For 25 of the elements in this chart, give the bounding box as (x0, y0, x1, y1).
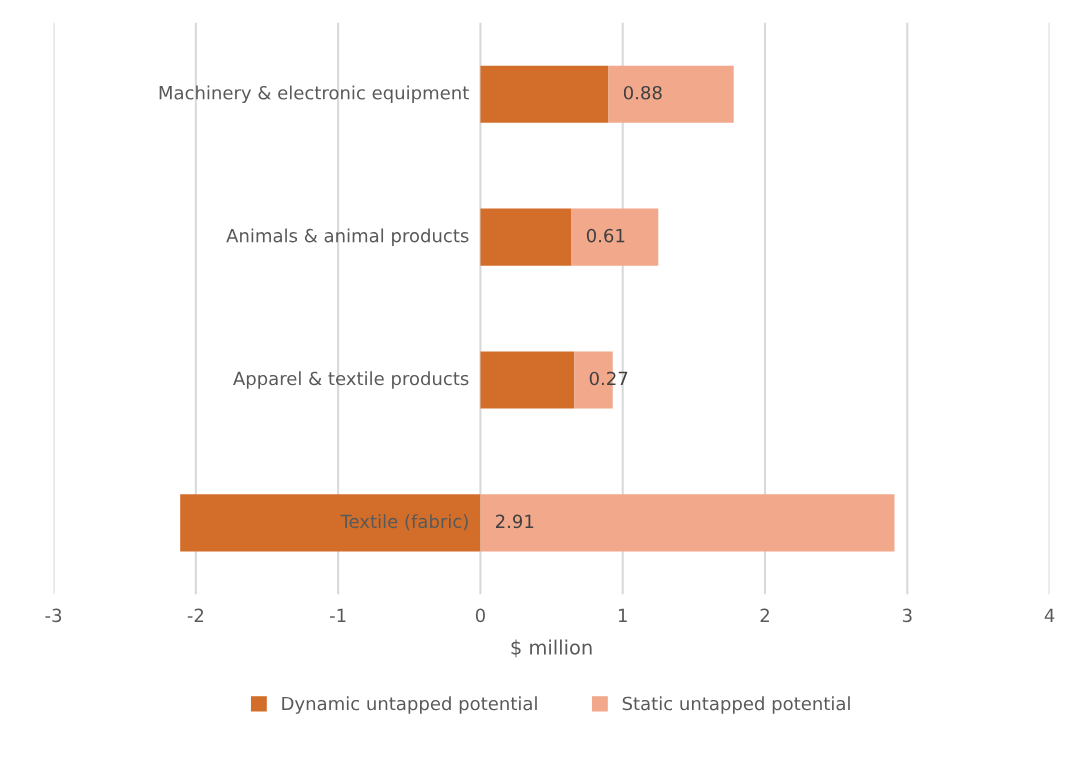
y-tick-label: Animals & animal products (226, 228, 469, 246)
x-tick-label: 4 (1044, 608, 1055, 622)
bar (571, 208, 659, 266)
x-tick-label: 0 (475, 608, 485, 623)
data-label: 0.61 (586, 228, 625, 243)
legend-label: Static untapped potential (622, 696, 850, 714)
data-label: 2.91 (495, 514, 534, 529)
x-tick-label: 2 (760, 608, 769, 622)
bar (180, 494, 481, 552)
bar (480, 65, 609, 123)
y-tick-label: Machinery & electronic equipment (159, 85, 469, 104)
y-tick-label: Apparel & textile products (233, 371, 469, 389)
x-tick-label: 3 (902, 608, 912, 623)
bar (608, 65, 734, 123)
x-axis-title: $ million (511, 639, 592, 658)
y-tick-label: Textile (fabric) (340, 514, 468, 531)
x-tick-label: 1 (618, 608, 627, 622)
x-tick-label: -3 (45, 608, 62, 623)
x-tick-label: -2 (187, 608, 204, 622)
x-tick-label: -1 (330, 608, 346, 622)
bar (480, 208, 572, 266)
bar (480, 494, 895, 552)
data-label: 0.88 (623, 85, 662, 100)
bar (480, 351, 575, 409)
legend-label: Dynamic untapped potential (282, 696, 537, 714)
